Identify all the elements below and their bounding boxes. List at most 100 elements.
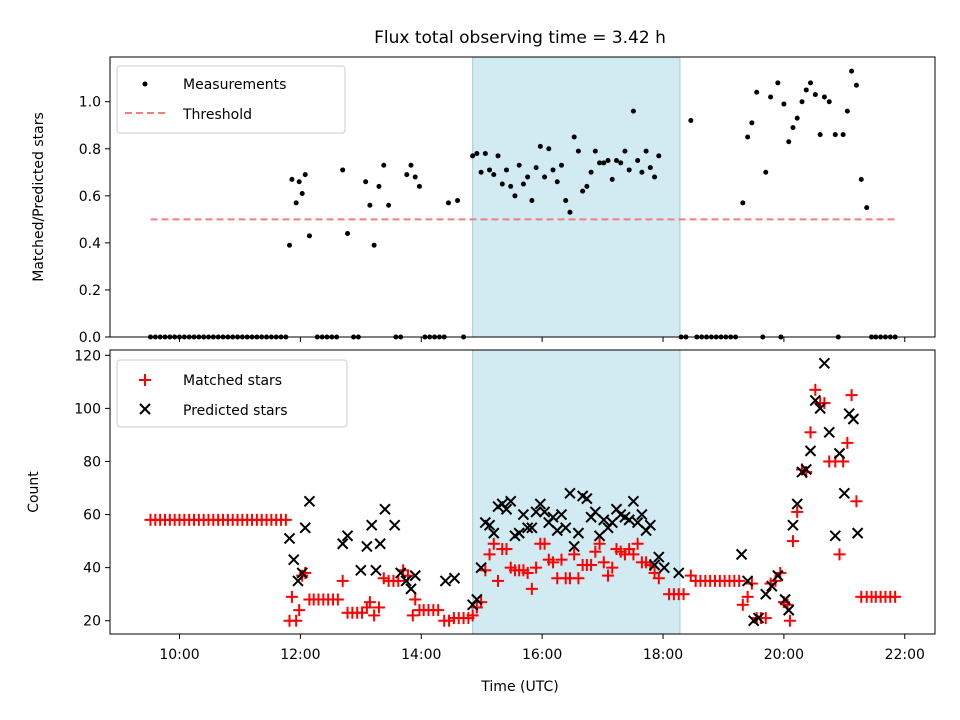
predicted-point-b — [374, 538, 386, 550]
measurement-point-80 — [533, 165, 539, 171]
bottom-x-tick-label-2: 14:00 — [401, 647, 441, 663]
predicted-point-b — [838, 487, 851, 500]
predicted-point-81 — [804, 445, 817, 457]
predicted-point-b — [530, 506, 542, 518]
bottom-x-tick-label-1: 12:00 — [280, 647, 320, 663]
predicted-point-b — [627, 495, 640, 507]
predicted-point-b — [653, 551, 665, 563]
predicted-point-b — [471, 593, 483, 606]
measurement-point-95 — [597, 160, 603, 166]
predicted-point-72 — [760, 588, 772, 600]
predicted-point-b — [336, 538, 349, 550]
bottom-y-tick-label-2: 60 — [83, 508, 101, 524]
matched-point-146 — [804, 426, 817, 439]
predicted-point-90 — [847, 413, 860, 425]
predicted-point-87 — [833, 447, 846, 460]
predicted-point-b — [292, 575, 304, 587]
measurement-point-97 — [605, 158, 611, 164]
measurement-point-143 — [849, 68, 855, 74]
predicted-point-b — [779, 593, 791, 606]
measurement-point-72 — [499, 181, 505, 187]
matched-point-42 — [336, 574, 349, 587]
measurement-point-103 — [630, 108, 636, 114]
predicted-point-b — [551, 524, 563, 537]
bottom-x-tick-label-4: 18:00 — [643, 647, 683, 663]
measurement-point-86 — [558, 162, 564, 168]
measurement-point-42 — [345, 230, 351, 236]
bottom-y-tick-label-1: 40 — [83, 561, 101, 577]
measurement-point-29 — [287, 242, 293, 248]
measurement-point-104 — [635, 158, 641, 164]
predicted-point-25 — [483, 519, 496, 531]
bottom-y-tick-label-0: 20 — [83, 614, 101, 630]
predicted-point-23 — [475, 561, 487, 574]
measurement-point-146 — [864, 205, 870, 211]
predicted-point-b — [623, 514, 635, 526]
measurement-point-145 — [858, 176, 864, 182]
matched-point-58 — [409, 593, 422, 606]
matched-point-75 — [487, 537, 500, 550]
predicted-point-b — [505, 495, 517, 507]
predicted-point-b — [615, 508, 627, 521]
predicted-point-66 — [658, 561, 670, 574]
matched-point-131 — [741, 590, 754, 603]
predicted-point-b — [400, 575, 412, 587]
predicted-point-80 — [800, 463, 812, 476]
measurement-point-123 — [745, 134, 751, 140]
predicted-point-b — [581, 492, 593, 505]
measurement-point-87 — [563, 198, 569, 204]
measurement-point-106 — [643, 148, 649, 154]
measurement-point-129 — [781, 101, 787, 107]
predicted-point-b — [475, 561, 487, 574]
predicted-point-86 — [829, 530, 841, 542]
predicted-point-b — [409, 569, 421, 582]
predicted-point-26 — [488, 527, 500, 539]
measurement-point-63 — [455, 198, 461, 204]
matched-point-89 — [547, 556, 560, 569]
measurement-point-81 — [537, 143, 543, 149]
predicted-point-b — [538, 506, 551, 518]
predicted-point-19 — [439, 575, 452, 587]
legend-matched-label: Matched stars — [183, 373, 282, 389]
predicted-point-52 — [598, 514, 610, 526]
measurement-point-88 — [567, 209, 573, 215]
predicted-point-59 — [627, 495, 640, 507]
bottom-y-axis-label: Count — [26, 471, 42, 513]
matched-point-130 — [736, 598, 749, 611]
predicted-point-33 — [517, 508, 530, 521]
bottom-x-tick-label-3: 16:00 — [522, 647, 562, 663]
predicted-point-b — [370, 564, 382, 577]
measurement-point-125 — [754, 89, 760, 95]
predicted-point-b — [760, 588, 772, 600]
predicted-point-74 — [772, 569, 784, 582]
predicted-point-46 — [572, 527, 585, 539]
matched-point-100 — [593, 537, 606, 550]
predicted-point-1 — [288, 553, 300, 566]
predicted-point-73 — [766, 580, 778, 592]
matched-point-98 — [585, 558, 598, 571]
predicted-point-b — [448, 572, 461, 584]
matched-point-99 — [589, 545, 602, 558]
predicted-point-b — [619, 511, 631, 523]
legend-measurements-marker — [142, 81, 148, 87]
predicted-point-6 — [336, 538, 349, 550]
matched-point-164 — [889, 590, 902, 603]
matched-point-50 — [372, 601, 385, 614]
measurement-point-101 — [622, 148, 628, 154]
top-shaded-span — [472, 56, 681, 338]
measurement-point-74 — [508, 183, 514, 189]
predicted-point-38 — [538, 506, 551, 518]
measurement-point-54 — [408, 162, 414, 168]
matched-point-72 — [475, 596, 488, 609]
matched-point-143 — [791, 505, 804, 518]
bottom-legend: Matched stars Predicted stars — [116, 359, 348, 428]
predicted-point-b — [395, 567, 407, 579]
chart-title: Flux total observing time = 3.42 h — [374, 28, 666, 48]
matched-point-102 — [602, 569, 615, 582]
measurement-point-45 — [363, 179, 369, 185]
measurement-point-55 — [412, 174, 418, 180]
predicted-point-b — [379, 503, 391, 515]
matched-point-87 — [538, 537, 551, 550]
predicted-point-b — [814, 402, 826, 415]
predicted-point-15 — [395, 567, 407, 579]
